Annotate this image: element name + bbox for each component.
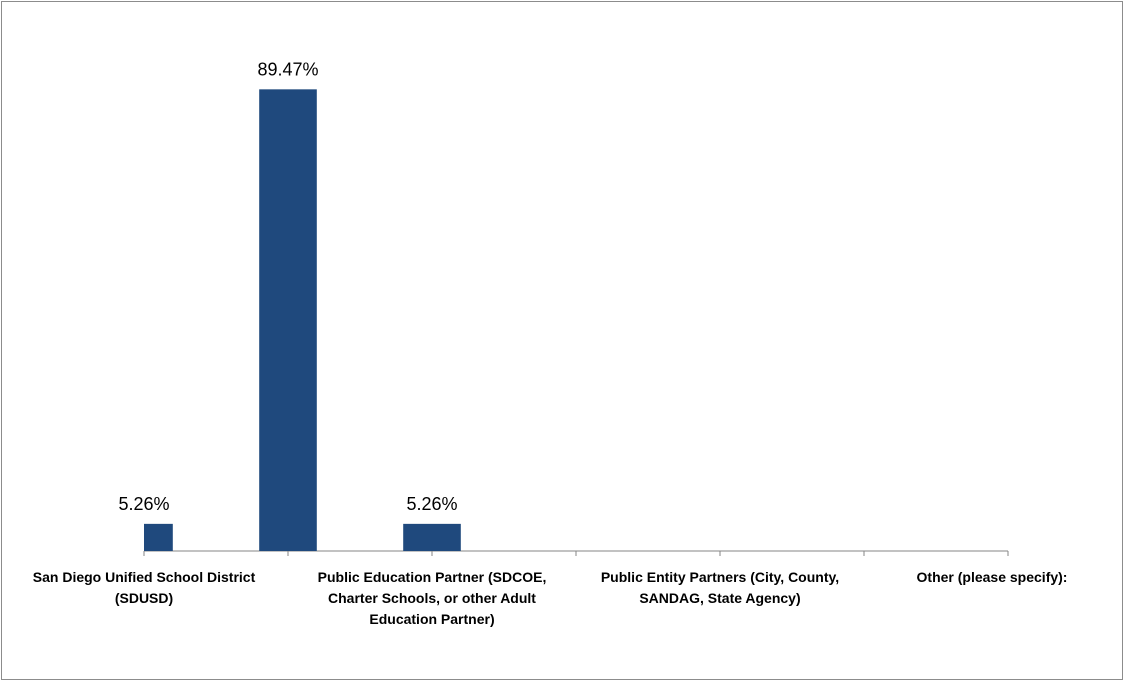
x-tick-label: Public Education Partner (SDCOE, Charter… xyxy=(317,569,547,627)
x-tick-label: Public Entity Partners (City, County, SA… xyxy=(600,569,840,606)
value-label: 5.26% xyxy=(406,494,457,514)
value-label: 5.26% xyxy=(118,494,169,514)
bar xyxy=(259,89,317,551)
value-label: 89.47% xyxy=(257,59,318,79)
x-tick-label: San Diego Unified School District (SDUSD… xyxy=(32,569,256,606)
bar xyxy=(144,523,173,551)
bar xyxy=(403,523,461,551)
x-tick-label: Other (please specify): xyxy=(916,569,1068,585)
